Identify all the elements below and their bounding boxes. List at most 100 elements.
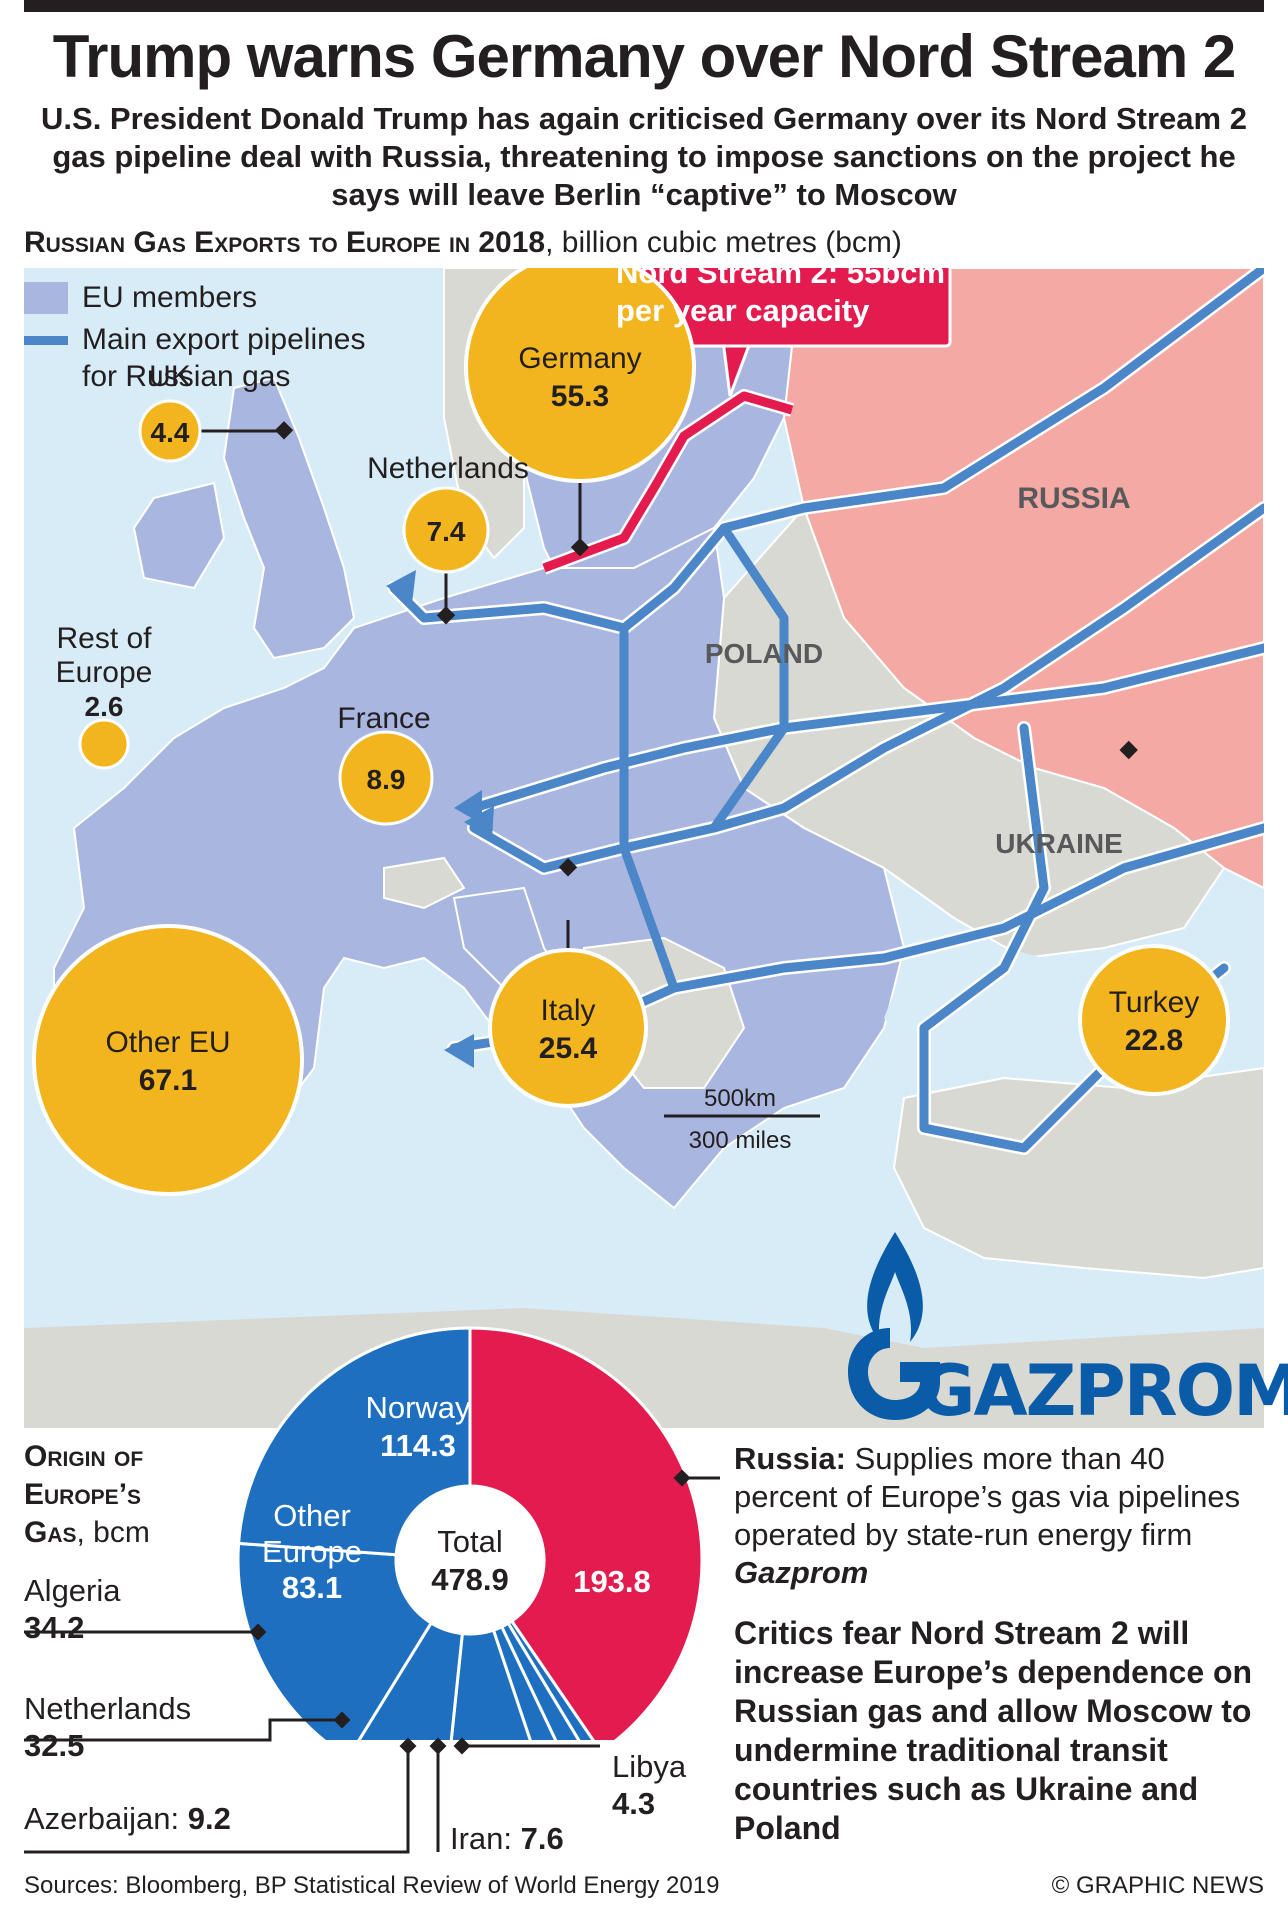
- pipeline-link-2: [709, 523, 789, 833]
- bubble-germany-name: Germany: [518, 342, 641, 375]
- legend-pipeline-label-2: for Russian gas: [82, 360, 291, 393]
- bubble-rest: [78, 718, 130, 770]
- bubble-france-name: France: [337, 702, 430, 735]
- nord-stream-2-line: [542, 391, 794, 573]
- page-title: Trump warns Germany over Nord Stream 2: [52, 23, 1236, 90]
- section-title: Russian Gas Exports to Europe in 2018, b…: [24, 226, 902, 260]
- gazprom-logo-text: GAZPROM: [918, 1350, 1288, 1432]
- label-azerbaijan: Azerbaijan: 9.2: [24, 1800, 231, 1837]
- bubble-rest-name2: Europe: [56, 656, 153, 689]
- arrow-west-2: [464, 806, 494, 840]
- switzerland: [383, 856, 466, 910]
- pie-total-value: 478.9: [431, 1562, 509, 1597]
- arrow-west-1: [386, 570, 416, 604]
- credit-text: © GRAPHIC NEWS: [1051, 1872, 1264, 1899]
- label-iran: Iran: 7.6: [450, 1820, 564, 1857]
- netherlands-origin-value: 32.5: [24, 1728, 85, 1763]
- legend-row-pipeline: Main export pipelines: [24, 320, 366, 360]
- bubble-germany: [464, 268, 696, 483]
- ireland: [132, 481, 226, 590]
- uk-ireland: [222, 376, 356, 660]
- bubble-uk: [138, 399, 202, 463]
- scale-km: 500km: [704, 1085, 776, 1112]
- callout-line-1: Nord Stream 2: 55bcm: [616, 255, 946, 290]
- bubble-other-eu-name: Other EU: [105, 1026, 230, 1059]
- bubble-turkey-value: 22.8: [1125, 1024, 1183, 1057]
- ukraine-label: UKRAINE: [995, 828, 1123, 859]
- iran-value: 7.6: [520, 1821, 564, 1856]
- bubble-other-eu-value: 67.1: [139, 1064, 197, 1097]
- gazprom-flame-icon: [848, 1232, 940, 1420]
- pipeline-arrowheads: [386, 570, 494, 1068]
- bubble-germany-value: 55.3: [551, 380, 609, 413]
- critics-note: Critics fear Nord Stream 2 will increase…: [734, 1615, 1253, 1846]
- scale-mi: 300 miles: [689, 1127, 792, 1154]
- pie-other-europe-value: 83.1: [282, 1570, 342, 1605]
- russia-note: Russia: Supplies more than 40 percent of…: [734, 1440, 1254, 1592]
- arrow-west-3: [454, 790, 482, 824]
- origin-title-3: Gas: [24, 1516, 77, 1549]
- callout-line-2: per year capacity: [616, 293, 870, 328]
- legend-row-eu: EU members: [24, 278, 366, 318]
- russia-label: RUSSIA: [1017, 482, 1130, 515]
- top-rule: [24, 0, 1264, 12]
- origin-connectors: [24, 1469, 720, 1854]
- callout-text: Nord Stream 2: 55bcm per year capacity: [602, 254, 966, 330]
- pointer-diamonds: [274, 421, 1138, 877]
- bubble-netherlands-value: 7.4: [427, 516, 466, 547]
- bubble-other-eu: [32, 924, 304, 1196]
- pipeline-link-1: [619, 623, 679, 993]
- pie-slice-netherlands: [449, 1628, 532, 1740]
- page-subtitle: U.S. President Donald Trump has again cr…: [41, 101, 1247, 212]
- bubble-rest-value: 2.6: [85, 691, 124, 722]
- map-legend: EU members Main export pipelines for Rus…: [24, 278, 366, 396]
- russia-note-text: Supplies more than 40 percent of Europe’…: [734, 1441, 1241, 1552]
- section-unit: , billion cubic metres (bcm): [545, 226, 902, 259]
- pie-other-europe-name1: Other: [273, 1498, 351, 1533]
- bubble-netherlands: [402, 486, 490, 574]
- iran-name: Iran:: [450, 1821, 521, 1856]
- bubble-italy: [488, 948, 648, 1108]
- russia-note-firm: Gazprom: [734, 1555, 869, 1590]
- algeria-name: Algeria: [24, 1573, 121, 1608]
- legend-eu-label: EU members: [82, 281, 258, 314]
- pie-slice-norway: [236, 1326, 472, 1557]
- bubble-uk-name: UK: [149, 360, 191, 393]
- poland-label: POLAND: [705, 638, 823, 669]
- azerbaijan-value: 9.2: [187, 1801, 231, 1836]
- azerbaijan-name: Azerbaijan:: [24, 1801, 188, 1836]
- pie-total-label: Total: [437, 1524, 502, 1559]
- pie-slice-other-europe: [236, 1541, 434, 1740]
- legend-eu-swatch: [24, 282, 68, 314]
- bubble-turkey: [1078, 944, 1230, 1096]
- pie-norway-value: 114.3: [380, 1428, 456, 1463]
- sources-text: Sources: Bloomberg, BP Statistical Revie…: [24, 1872, 720, 1899]
- pie-other-europe-name2: Europe: [262, 1534, 362, 1569]
- russia-note-bold: Russia:: [734, 1441, 846, 1476]
- legend-pipeline-label: Main export pipelines: [82, 323, 366, 356]
- origin-title-1: Origin of: [24, 1440, 144, 1473]
- arrow-west-4: [444, 1034, 474, 1068]
- bubble-france: [338, 730, 434, 826]
- bubble-rest-name1: Rest of: [56, 622, 152, 655]
- europe-map: RUSSIA POLAND UKRAINE 500km 300 miles Ge…: [24, 268, 1264, 1428]
- origin-unit: , bcm: [76, 1516, 150, 1549]
- algeria-value: 34.2: [24, 1610, 85, 1645]
- section-title-bold: Russian Gas Exports to Europe in 2018: [24, 226, 546, 259]
- pie-slice-algeria: [357, 1620, 464, 1740]
- libya-name: Libya: [612, 1749, 687, 1784]
- origin-title: Origin of Europe’s Gas, bcm: [24, 1438, 150, 1552]
- bubble-france-value: 8.9: [367, 764, 406, 795]
- label-libya: Libya 4.3: [612, 1748, 686, 1822]
- label-netherlands: Netherlands 32.5: [24, 1690, 191, 1764]
- origin-title-2: Europe’s: [24, 1478, 142, 1511]
- legend-pipeline-swatch: [24, 335, 68, 345]
- libya-value: 4.3: [612, 1786, 656, 1821]
- bubble-turkey-name: Turkey: [1109, 986, 1200, 1019]
- pie-norway-name: Norway: [365, 1390, 471, 1425]
- pipeline-baltic: [389, 268, 1264, 633]
- bubble-netherlands-name: Netherlands: [367, 452, 529, 485]
- pie-slice-russia: [468, 1326, 704, 1740]
- black-sea: [884, 948, 1124, 1078]
